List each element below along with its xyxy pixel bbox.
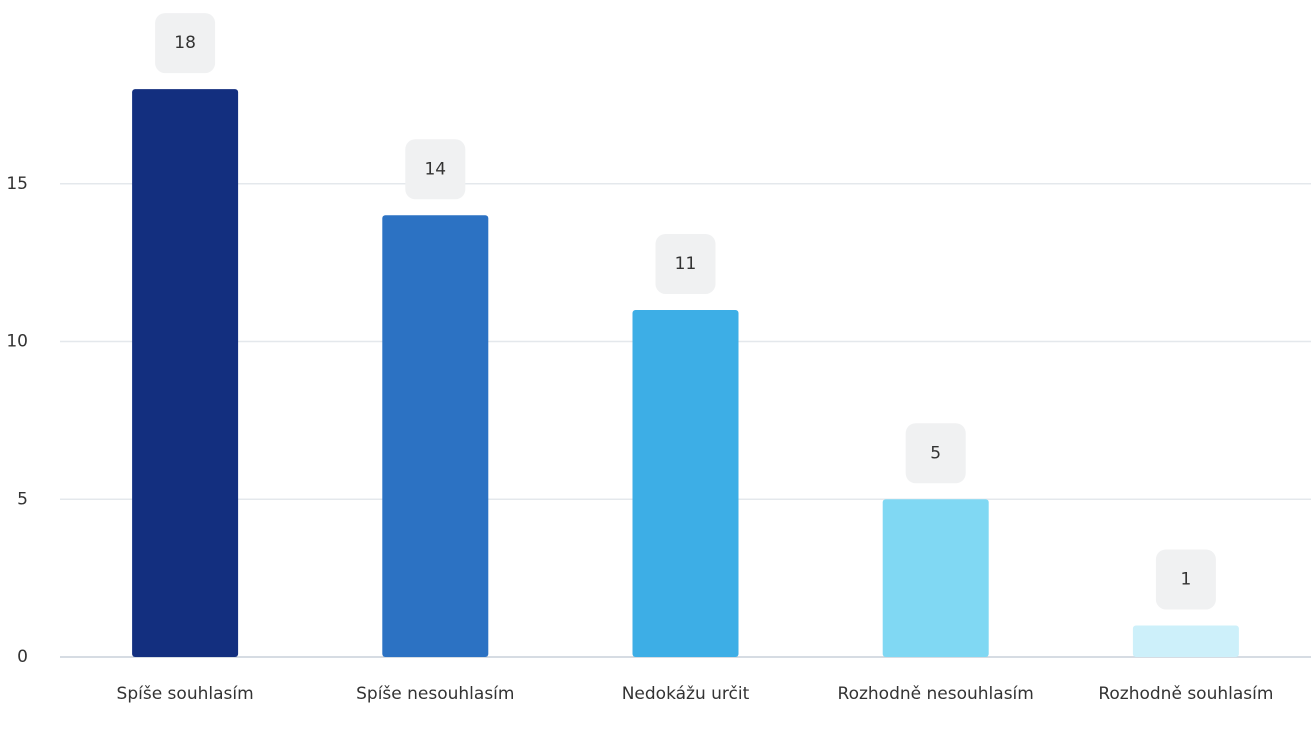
bar [632, 309, 739, 657]
value-label: 5 [930, 443, 941, 463]
x-tick-label: Rozhodně nesouhlasím [837, 684, 1034, 704]
value-label-box [405, 139, 466, 200]
y-tick-label: 15 [6, 174, 28, 194]
x-tick-label: Nedokážu určit [621, 684, 750, 704]
y-tick-label: 10 [6, 332, 28, 352]
bar [132, 89, 239, 658]
value-label-box [655, 233, 716, 294]
x-tick-label: Spíše nesouhlasím [356, 684, 515, 704]
bar [382, 215, 489, 658]
y-tick-label: 0 [17, 647, 28, 667]
x-tick-label: Spíše souhlasím [116, 684, 254, 704]
bar [1132, 625, 1239, 657]
value-label: 18 [174, 33, 196, 53]
value-label-box [1155, 549, 1216, 610]
bar [882, 499, 989, 657]
value-label: 1 [1180, 569, 1191, 589]
value-label: 11 [675, 254, 697, 274]
value-label-box [155, 13, 216, 74]
value-label-box [905, 423, 966, 484]
y-tick-label: 5 [17, 489, 28, 509]
value-label: 14 [424, 159, 446, 179]
x-tick-label: Rozhodně souhlasím [1098, 684, 1274, 704]
